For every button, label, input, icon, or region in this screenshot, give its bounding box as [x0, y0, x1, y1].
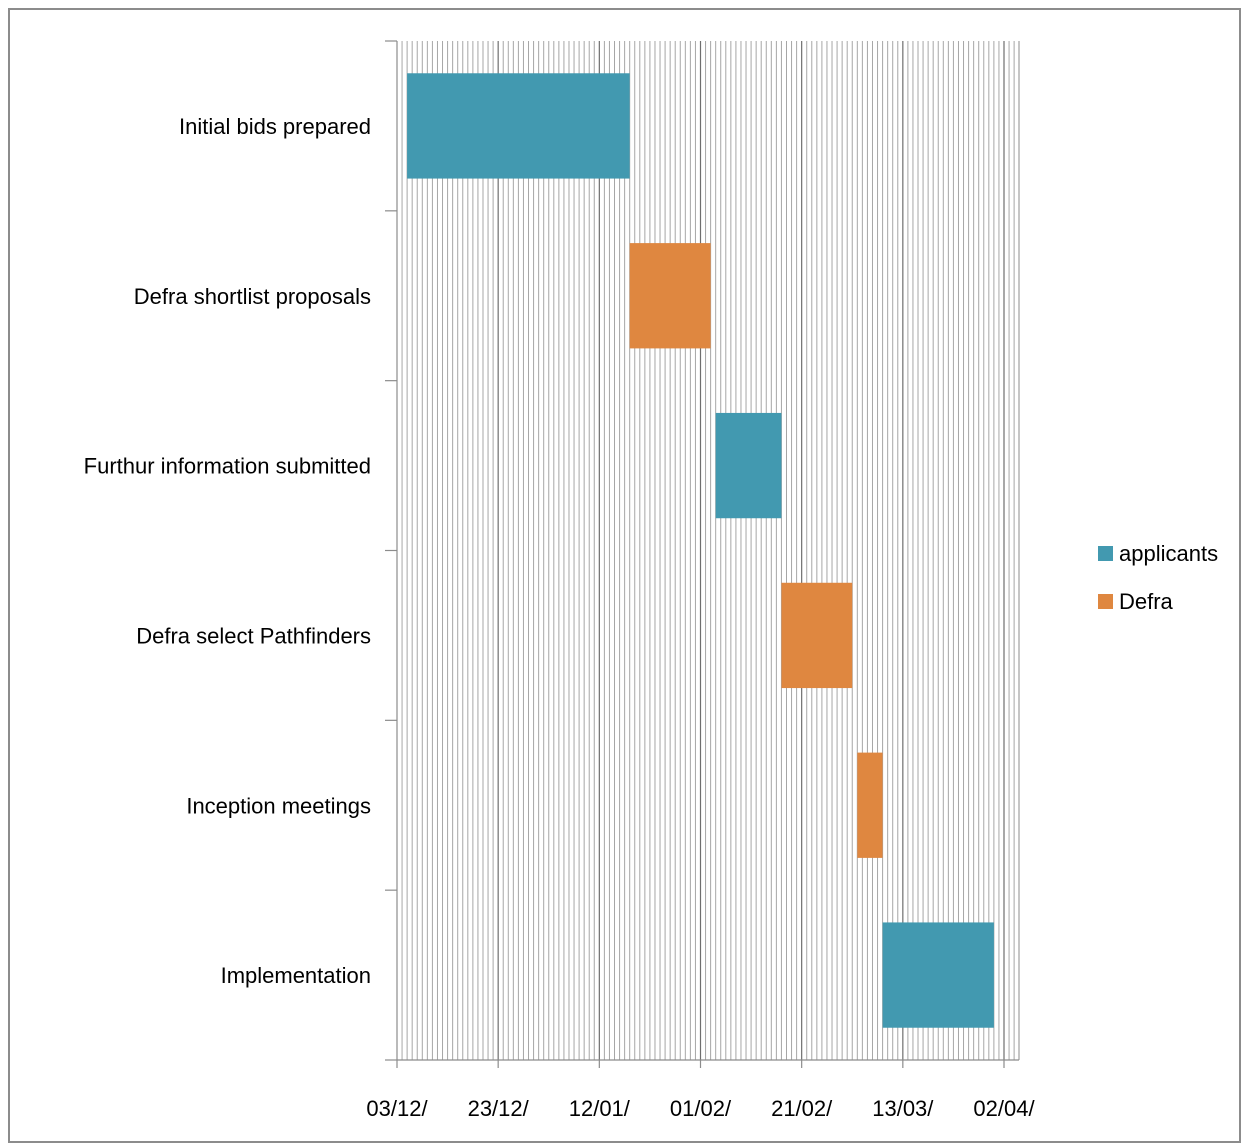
task-bar: [857, 752, 883, 858]
x-tick-label: 23/12/: [468, 1096, 530, 1121]
category-label: Defra select Pathfinders: [136, 623, 371, 648]
task-bar: [781, 582, 853, 689]
legend-label: Defra: [1119, 589, 1174, 614]
task-bar: [629, 243, 711, 349]
category-label: Initial bids prepared: [179, 114, 371, 139]
category-label: Defra shortlist proposals: [134, 284, 371, 309]
task-bar: [882, 922, 994, 1028]
legend-swatch: [1098, 546, 1113, 561]
task-bar: [407, 73, 630, 179]
legend-label: applicants: [1119, 541, 1218, 566]
category-label: Implementation: [221, 963, 371, 988]
category-label: Furthur information submitted: [84, 454, 371, 479]
axes: [385, 40, 1019, 1068]
x-tick-label: 02/04/: [973, 1096, 1035, 1121]
category-labels: Initial bids prepared Defra shortlist pro…: [84, 114, 371, 988]
task-bars: [407, 73, 994, 1028]
x-tick-labels: 03/12/23/12/12/01/01/02/21/02/13/03/02/0…: [366, 1096, 1035, 1121]
major-gridlines: [497, 41, 1020, 1060]
x-tick-label: 13/03/: [872, 1096, 934, 1121]
x-tick-label: 03/12/: [366, 1096, 428, 1121]
legend-swatch: [1098, 594, 1113, 609]
task-bar: [715, 412, 782, 519]
x-tick-label: 01/02/: [670, 1096, 732, 1121]
x-tick-label: 21/02/: [771, 1096, 833, 1121]
x-tick-label: 12/01/: [569, 1096, 631, 1121]
legend: applicants Defra: [1098, 541, 1218, 614]
category-label: Inception meetings: [186, 793, 371, 818]
minor-gridlines: [401, 41, 1015, 1060]
